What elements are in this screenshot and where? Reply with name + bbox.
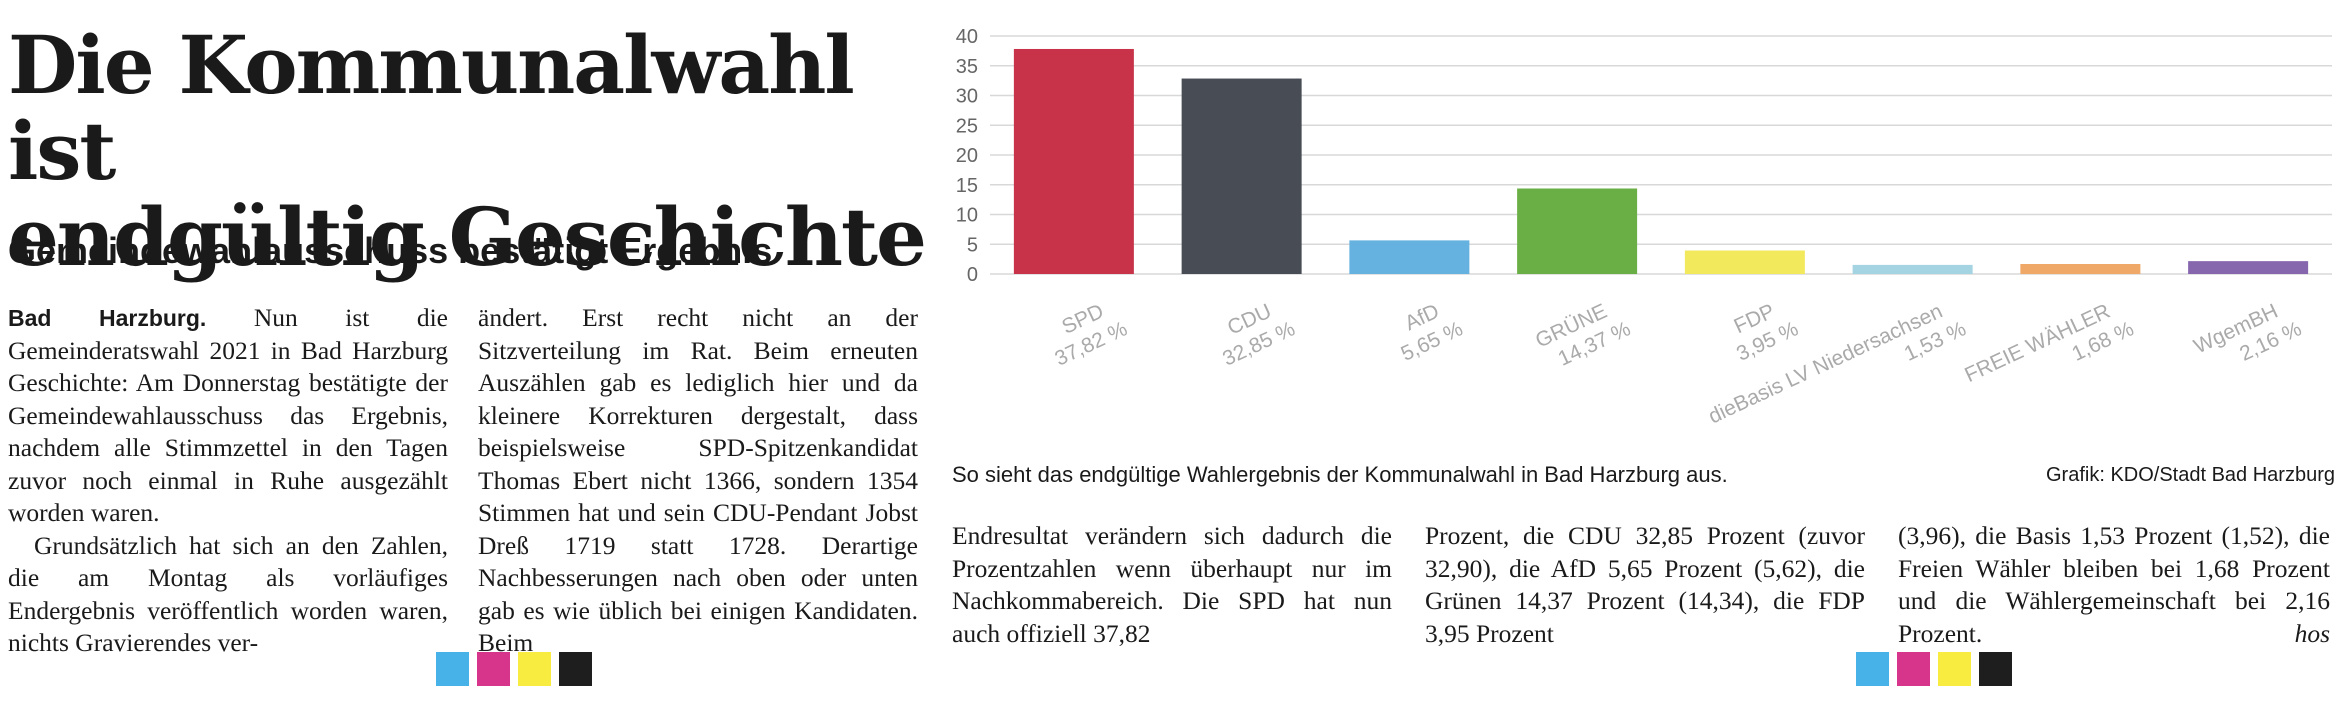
- bar: [1181, 78, 1302, 274]
- y-tick-label: 40: [956, 26, 978, 48]
- paragraph-1: Bad Harzburg. Nun ist die Gemeinderatswa…: [8, 302, 448, 530]
- author-initials: hos: [2294, 618, 2330, 648]
- headline: Die Kommunalwahl ist endgültig Geschicht…: [8, 22, 928, 280]
- paragraph-6-text: (3,96), die Basis 1,53 Prozent (1,52), d…: [1898, 521, 2330, 648]
- y-tick-label: 5: [967, 234, 978, 256]
- article-column-1: Bad Harzburg. Nun ist die Gemeinderatswa…: [8, 302, 448, 660]
- headline-line-2: endgültig Geschichte: [8, 190, 927, 284]
- paragraph-5: Prozent, die CDU 32,85 Prozent (zuvor 32…: [1425, 521, 1865, 648]
- paragraph-1-text: Nun ist die Gemeinderatswahl 2021 in Bad…: [8, 303, 448, 527]
- paragraph-3: ändert. Erst recht nicht an der Sitzvert…: [478, 303, 918, 657]
- subheadline: Gemeindewahlausschuss bestätigt Ergebnis: [8, 230, 773, 271]
- bar: [1349, 240, 1470, 274]
- article-column-5: (3,96), die Basis 1,53 Prozent (1,52), d…: [1898, 520, 2330, 650]
- color-swatch: [1938, 652, 1971, 686]
- y-tick-label: 15: [956, 175, 978, 197]
- bar: [1852, 264, 1973, 274]
- color-swatch: [477, 652, 510, 686]
- y-tick-label: 25: [956, 115, 978, 137]
- print-color-marks-right: [1856, 652, 2012, 686]
- color-swatch: [436, 652, 469, 686]
- article-column-2: ändert. Erst recht nicht an der Sitzvert…: [478, 302, 918, 660]
- bar: [2020, 264, 2141, 274]
- color-swatch: [559, 652, 592, 686]
- color-swatch: [1856, 652, 1889, 686]
- bar: [2188, 261, 2309, 274]
- headline-line-1: Die Kommunalwahl ist: [8, 18, 855, 198]
- color-swatch: [518, 652, 551, 686]
- paragraph-2: Grundsätzlich hat sich an den Zahlen, di…: [8, 530, 448, 658]
- y-tick-label: 0: [967, 264, 978, 286]
- paragraph-6: (3,96), die Basis 1,53 Prozent (1,52), d…: [1898, 520, 2330, 650]
- bar: [1013, 48, 1134, 274]
- color-swatch: [1979, 652, 2012, 686]
- dateline: Bad Harzburg.: [8, 305, 207, 331]
- bar: [1517, 188, 1638, 274]
- chart-credit: Grafik: KDO/Stadt Bad Harzburg: [2045, 464, 2335, 486]
- y-tick-label: 35: [956, 56, 978, 78]
- print-color-marks-left: [436, 652, 592, 686]
- article-column-4: Prozent, die CDU 32,85 Prozent (zuvor 32…: [1425, 520, 1865, 650]
- y-tick-label: 20: [956, 145, 978, 167]
- article-column-3: Endresultat verändern sich dadurch die P…: [952, 520, 1392, 650]
- bar: [1684, 250, 1805, 274]
- chart-caption: So sieht das endgültige Wahlergebnis der…: [952, 462, 1728, 487]
- y-tick-label: 30: [956, 86, 978, 108]
- y-tick-label: 10: [956, 205, 978, 227]
- color-swatch: [1897, 652, 1930, 686]
- paragraph-4: Endresultat verändern sich dadurch die P…: [952, 521, 1392, 648]
